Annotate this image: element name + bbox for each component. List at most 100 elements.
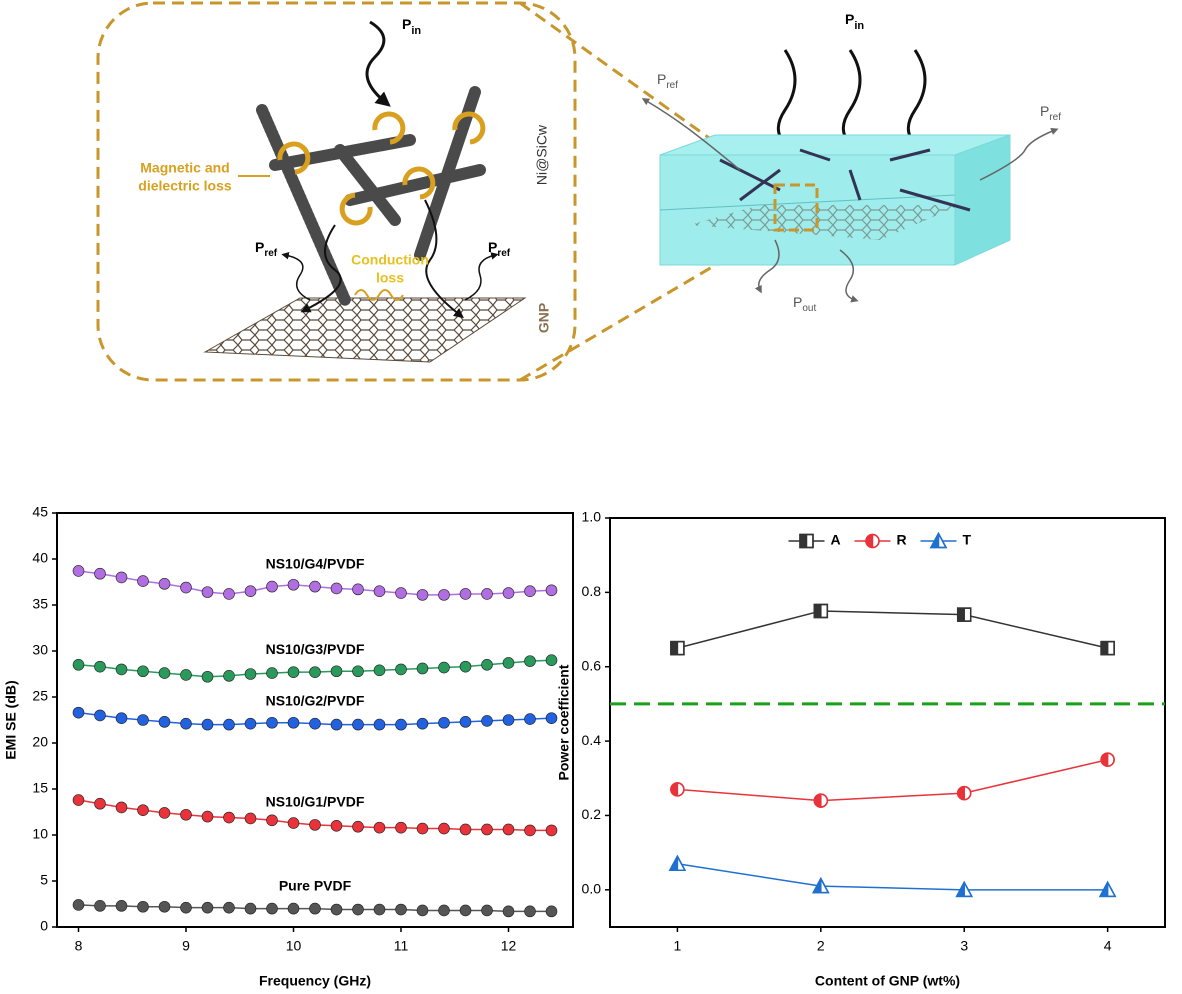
legend-label: R <box>897 532 907 548</box>
marker <box>352 583 364 596</box>
marker <box>670 640 685 656</box>
label-sub: ref <box>497 248 510 259</box>
marker <box>373 821 386 834</box>
plot-frame <box>56 512 574 928</box>
marker <box>956 607 972 622</box>
marker <box>395 821 407 834</box>
label-base: P <box>793 294 802 310</box>
marker <box>373 903 386 916</box>
marker <box>459 904 472 917</box>
marker <box>545 584 558 597</box>
marker <box>266 580 278 593</box>
marker <box>502 657 515 669</box>
marker <box>352 820 364 833</box>
marker <box>180 901 192 914</box>
x-tick-label: 2 <box>817 938 825 954</box>
x-tick-label: 9 <box>182 938 190 954</box>
conduction-loss: loss <box>376 270 404 286</box>
marker <box>309 819 321 831</box>
marker <box>137 804 149 816</box>
legend-label: T <box>963 532 972 548</box>
series-line <box>677 758 1108 802</box>
marker <box>955 880 973 898</box>
series-label: Pure PVDF <box>279 877 352 893</box>
marker <box>352 718 364 731</box>
marker <box>352 903 364 916</box>
magnetic-loss: dielectric loss <box>138 178 232 194</box>
marker <box>438 716 450 729</box>
y-tick-label: 35 <box>32 596 48 612</box>
marker <box>929 531 948 549</box>
marker <box>1098 880 1117 898</box>
marker <box>481 588 493 600</box>
marker <box>812 877 830 894</box>
marker <box>137 665 149 678</box>
marker <box>94 567 106 580</box>
marker <box>223 901 235 914</box>
marker <box>502 714 515 726</box>
marker-half <box>814 604 821 618</box>
marker <box>309 717 321 730</box>
marker <box>438 589 450 601</box>
y-tick-label: 5 <box>40 872 48 888</box>
series-line <box>677 610 1108 649</box>
left-pref: Pref <box>255 239 278 259</box>
marker <box>481 823 493 836</box>
schematic: Pin Magnetic and dielectric loss Ni@SiCw… <box>96 1 1061 382</box>
marker <box>956 785 972 801</box>
marker <box>438 822 450 835</box>
x-tick-label: 10 <box>286 938 302 954</box>
plot-frame <box>609 517 1166 928</box>
marker <box>287 902 300 915</box>
marker <box>223 718 235 731</box>
marker <box>395 718 407 731</box>
x-tick-label: 8 <box>75 938 83 954</box>
marker <box>158 716 171 728</box>
label-base: P <box>657 71 666 87</box>
right-pin: Pin <box>845 11 864 32</box>
marker <box>201 901 214 914</box>
series-label: NS10/G4/PVDF <box>266 555 365 571</box>
marker <box>524 655 536 667</box>
marker <box>223 811 235 824</box>
marker <box>244 902 257 915</box>
marker <box>813 603 829 619</box>
marker <box>244 668 257 680</box>
marker <box>438 904 450 917</box>
marker <box>72 706 85 719</box>
marker <box>72 899 85 911</box>
label-sub: ref <box>1049 112 1061 123</box>
marker <box>244 812 257 825</box>
marker <box>438 661 450 674</box>
x-tick-label: 12 <box>501 938 517 954</box>
marker <box>373 585 386 598</box>
marker-half <box>670 641 678 655</box>
y-axis-label: EMI SE (dB) <box>3 680 19 759</box>
y-tick-label: 30 <box>32 642 48 658</box>
y-tick-label: 0 <box>40 918 48 934</box>
marker <box>137 900 149 913</box>
marker <box>180 669 192 681</box>
series-line <box>677 863 1108 891</box>
marker <box>373 664 386 677</box>
marker <box>287 578 300 591</box>
y-tick-label: 0.4 <box>582 732 602 748</box>
whiskers <box>256 86 486 306</box>
marker <box>416 904 429 917</box>
marker <box>373 718 386 731</box>
marker <box>352 665 364 678</box>
magnetic-loss: Magnetic and <box>140 160 229 176</box>
marker <box>94 900 106 912</box>
marker <box>524 585 536 598</box>
marker <box>115 571 128 584</box>
marker <box>545 905 558 918</box>
label-sub: out <box>802 303 816 314</box>
marker <box>799 533 814 549</box>
marker <box>1100 752 1115 767</box>
marker <box>201 670 214 683</box>
marker <box>115 712 128 724</box>
marker <box>416 822 429 835</box>
label-sub: in <box>411 25 421 37</box>
marker <box>545 824 558 837</box>
marker <box>416 662 429 675</box>
